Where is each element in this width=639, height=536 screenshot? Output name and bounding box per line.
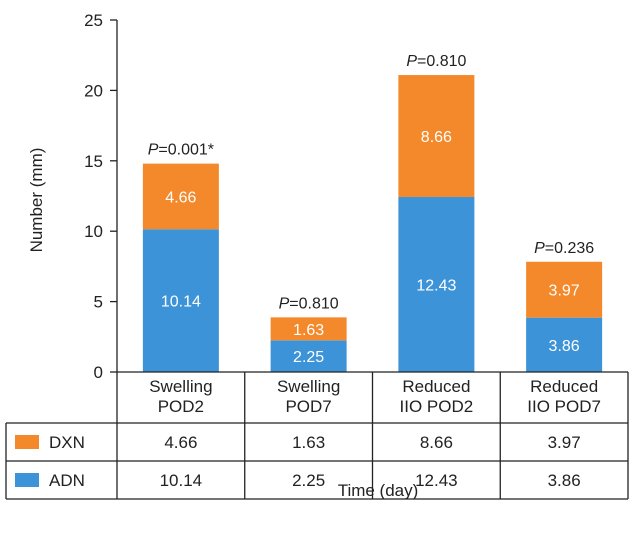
table-cell: 3.86 [548,471,581,490]
bar-value-label: 2.25 [293,349,324,366]
x-tick-label: Swelling POD2 [149,377,212,416]
legend-label: ADN [49,471,85,490]
bar-dxn [398,75,475,197]
data-table: Swelling POD2 Swelling POD7 Reduced IIO POD2 R… [5,371,629,500]
table-cell: 8.66 [420,433,453,452]
legend-swatch-adn [15,473,39,487]
bar-value-label: 8.66 [421,129,452,146]
table-cell: 4.66 [164,433,197,452]
x-tick-label: Reduced IIO POD2 [400,377,474,416]
x-tick-label: Swelling POD7 [277,377,340,416]
bar-value-label: 3.97 [549,283,580,300]
bar-value-label: 10.14 [161,294,201,311]
y-axis-label: Number (mm) [27,148,46,253]
table-cell: 2.25 [292,471,325,490]
bar-adn [526,317,603,372]
bar-dxn [142,163,219,230]
table-cell: 12.43 [415,471,458,490]
y-tick-label: 25 [84,11,103,30]
bar-value-label: 4.66 [165,189,196,206]
legend-swatch-dxn [15,435,39,449]
bar-dxn [526,261,603,318]
bar-value-label: 12.43 [416,277,456,294]
p-value-annotation: P=0.810 [279,295,339,312]
y-axis: 0 5 10 15 20 25 [84,11,118,382]
p-value-annotation: P=0.810 [406,53,466,70]
table-cell: 1.63 [292,433,325,452]
y-tick-label: 10 [84,222,103,241]
table-cell: 3.97 [548,433,581,452]
bar-value-label: 3.86 [549,338,580,355]
bar-adn [398,196,475,372]
y-tick-label: 15 [84,152,103,171]
bar-value-label: 1.63 [293,322,324,339]
table-cell: 10.14 [160,471,203,490]
y-tick-label: 5 [94,293,103,312]
bar-adn [270,340,347,372]
bar-dxn [270,317,347,341]
p-value-annotation: P=0.236 [534,240,594,257]
y-tick-label: 0 [94,363,103,382]
x-tick-label: Reduced IIO POD7 [527,377,601,416]
p-value-annotation: P=0.001* [148,142,214,159]
bar-adn [142,229,219,372]
legend-label: DXN [49,433,85,452]
bars: 10.14 4.66 P=0.001* 2.25 1.63 P=0.810 12.43 8.6… [142,53,603,372]
x-axis-label: Time (day) [338,481,419,500]
y-tick-label: 20 [84,81,103,100]
